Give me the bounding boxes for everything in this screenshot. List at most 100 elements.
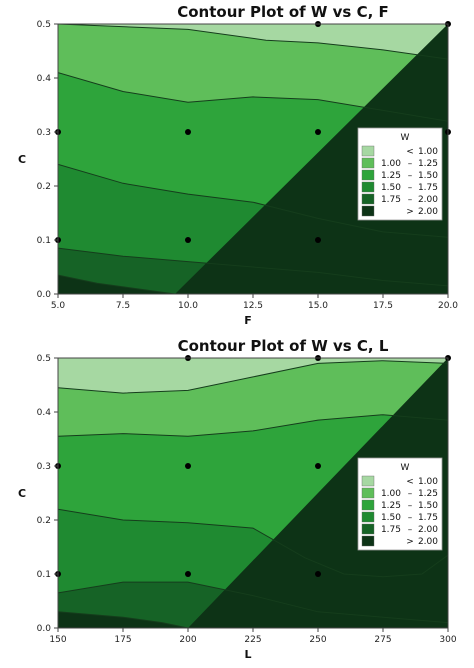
x-tick-label: 15.0 <box>308 301 328 311</box>
legend-high: 1.00 <box>418 477 438 487</box>
contour-region-6 <box>58 24 448 294</box>
legend-operator: < <box>406 147 414 157</box>
legend: W< 1.001.00–1.251.25–1.501.50–1.751.75–2.… <box>357 127 443 221</box>
y-tick-label: 0.5 <box>37 354 51 364</box>
y-tick-label: 0.0 <box>37 290 52 300</box>
y-tick-label: 0.2 <box>37 516 51 526</box>
contour-line-4 <box>58 247 448 287</box>
chart-title: Contour Plot of W vs C, L <box>178 337 389 355</box>
legend-operator: – <box>408 513 413 523</box>
legend-swatch <box>361 511 375 523</box>
legend-operator: – <box>408 183 413 193</box>
design-point <box>315 129 321 135</box>
contour-line-5 <box>58 274 176 294</box>
plot-area <box>58 358 448 628</box>
design-point <box>185 129 191 135</box>
legend-low: 1.25 <box>381 501 401 511</box>
x-tick-label: 20.0 <box>438 301 458 311</box>
y-tick-label: 0.5 <box>37 20 51 30</box>
y-tick-label: 0.0 <box>37 624 52 634</box>
contour-plot-panel-1: 5.0 7.5 10.0 12.5 15.0 17.5 20.0 0.0 0.1 0.2 0.3 0.… <box>18 3 458 327</box>
legend-high: 1.50 <box>418 171 438 181</box>
legend-high: 1.25 <box>418 489 438 499</box>
contour-line-3 <box>58 508 448 578</box>
legend-high: 2.00 <box>418 195 438 205</box>
chart-title: Contour Plot of W vs C, F <box>177 3 389 21</box>
y-axis-label: C <box>18 153 26 166</box>
x-tick-label: 7.5 <box>116 301 130 311</box>
legend-low: 1.00 <box>381 159 401 169</box>
x-axis-label: L <box>244 648 251 661</box>
y-tick-label: 0.1 <box>37 570 51 580</box>
legend-high: 1.50 <box>418 501 438 511</box>
design-point <box>315 237 321 243</box>
legend-swatch <box>361 157 375 169</box>
legend-swatch <box>361 169 375 181</box>
contour-line-1 <box>58 360 448 394</box>
legend-swatch <box>361 535 375 547</box>
legend-operator: < <box>406 477 414 487</box>
legend-low: 1.25 <box>381 171 401 181</box>
contour-line-3 <box>58 163 448 238</box>
legend-high: 1.75 <box>418 183 438 193</box>
contour-line-2 <box>58 72 448 122</box>
legend-title: W <box>401 463 410 473</box>
legend-operator: – <box>408 171 413 181</box>
legend-operator: > <box>406 207 414 217</box>
contour-region-1 <box>58 24 448 60</box>
y-axis-label: C <box>18 487 26 500</box>
legend-operator: – <box>408 525 413 535</box>
legend-high: 1.00 <box>418 147 438 157</box>
y-tick-label: 0.3 <box>37 128 51 138</box>
legend-swatch <box>361 487 375 499</box>
contour-line-2 <box>58 414 448 437</box>
legend-low: 1.75 <box>381 195 401 205</box>
x-tick-label: 300 <box>439 635 456 645</box>
contour-region-1 <box>58 358 448 394</box>
x-tick-label: 250 <box>309 635 326 645</box>
design-point <box>315 571 321 577</box>
x-tick-label: 5.0 <box>51 301 66 311</box>
x-tick-label: 17.5 <box>373 301 393 311</box>
plot-area <box>58 24 448 294</box>
legend-high: 2.00 <box>418 537 438 547</box>
legend-operator: – <box>408 195 413 205</box>
contour-chart-svg: 150 175 200 225 250 275 300 0.0 0.1 0.2 0.3 0.4 0.5 C… <box>18 337 457 661</box>
contour-line-5 <box>58 611 189 628</box>
contour-line-1 <box>58 24 448 60</box>
x-tick-label: 275 <box>374 635 391 645</box>
legend-operator: > <box>406 537 414 547</box>
contour-line-4 <box>58 581 448 624</box>
legend: W< 1.001.00–1.251.25–1.501.50–1.751.75–2.… <box>357 457 443 551</box>
legend-swatch <box>361 475 375 487</box>
y-tick-label: 0.4 <box>37 74 52 84</box>
legend-high: 2.00 <box>418 207 438 217</box>
y-tick-label: 0.4 <box>37 408 52 418</box>
legend-swatch <box>361 205 375 217</box>
legend-swatch <box>361 193 375 205</box>
y-tick-label: 0.3 <box>37 462 51 472</box>
x-axis-label: F <box>244 314 252 327</box>
legend-title: W <box>401 133 410 143</box>
legend-swatch <box>361 523 375 535</box>
contour-chart-svg: 5.0 7.5 10.0 12.5 15.0 17.5 20.0 0.0 0.1 0.2 0.3 0.… <box>18 3 458 327</box>
legend-high: 1.75 <box>418 513 438 523</box>
legend-operator: – <box>408 159 413 169</box>
legend-low: 1.50 <box>381 513 401 523</box>
x-tick-label: 225 <box>244 635 261 645</box>
contour-region-6 <box>58 358 448 628</box>
x-tick-label: 150 <box>49 635 66 645</box>
legend-high: 1.25 <box>418 159 438 169</box>
x-tick-label: 175 <box>114 635 131 645</box>
x-tick-label: 200 <box>179 635 196 645</box>
legend-operator: – <box>408 489 413 499</box>
y-tick-label: 0.1 <box>37 236 51 246</box>
y-tick-label: 0.2 <box>37 182 51 192</box>
design-point <box>315 463 321 469</box>
legend-swatch <box>361 181 375 193</box>
design-point <box>185 237 191 243</box>
legend-swatch <box>361 499 375 511</box>
legend-high: 2.00 <box>418 525 438 535</box>
x-tick-label: 12.5 <box>243 301 263 311</box>
legend-swatch <box>361 145 375 157</box>
